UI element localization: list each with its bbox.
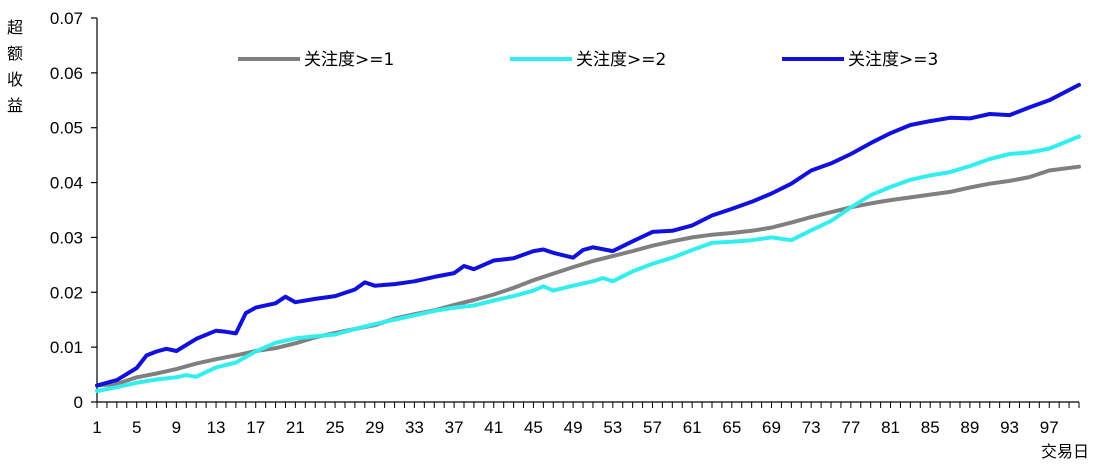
y-tick-label: 0.05 — [50, 119, 83, 138]
x-tick-label: 81 — [881, 418, 900, 437]
x-tick-label: 49 — [564, 418, 583, 437]
x-tick-label: 5 — [132, 418, 141, 437]
x-tick-label: 17 — [246, 418, 265, 437]
axes — [91, 17, 1080, 408]
legend: 关注度>=1 关注度>=2 关注度>=3 — [238, 50, 938, 70]
x-tick-label: 41 — [484, 418, 503, 437]
y-tick-labels: 0 0.01 0.02 0.03 0.04 0.05 0.06 0.07 — [50, 9, 83, 412]
series-lines — [95, 82, 1081, 393]
y-tick-label: 0 — [74, 393, 83, 412]
x-tick-label: 53 — [603, 418, 622, 437]
x-tick-label: 97 — [1040, 418, 1059, 437]
y-axis-title: 超额收益 — [7, 18, 23, 115]
y-tick-label: 0.02 — [50, 283, 83, 302]
legend-label-2: 关注度>=2 — [576, 50, 666, 70]
legend-label-3: 关注度>=3 — [848, 50, 938, 70]
y-tick-label: 0.01 — [50, 338, 83, 357]
y-axis-title-char: 额 — [7, 44, 23, 63]
x-tick-label: 61 — [683, 418, 702, 437]
y-axis-title-char: 收 — [7, 70, 23, 89]
x-tick-label: 33 — [405, 418, 424, 437]
x-axis-title: 交易日 — [1041, 442, 1089, 461]
x-tick-label: 77 — [841, 418, 860, 437]
x-tick-label: 89 — [960, 418, 979, 437]
y-tick-label: 0.07 — [50, 9, 83, 28]
series-line-1 — [95, 164, 1081, 388]
x-tick-label: 65 — [722, 418, 741, 437]
x-tick-label: 73 — [802, 418, 821, 437]
x-tick-label: 93 — [1000, 418, 1019, 437]
x-tick-label: 37 — [445, 418, 464, 437]
x-tick-label: 45 — [524, 418, 543, 437]
x-tick-labels: 1 5 9 13 17 21 25 29 33 37 41 45 49 53 57 61 65 69 73 77 81 8… — [92, 418, 1058, 437]
y-axis-title-char: 超 — [7, 18, 23, 37]
y-tick-label: 0.03 — [50, 228, 83, 247]
x-tick-label: 13 — [207, 418, 226, 437]
y-tick-label: 0.06 — [50, 64, 83, 83]
y-axis-title-char: 益 — [7, 96, 23, 115]
legend-label-1: 关注度>=1 — [304, 50, 394, 70]
x-tick-label: 21 — [286, 418, 305, 437]
x-tick-label: 57 — [643, 418, 662, 437]
x-tick-label: 29 — [365, 418, 384, 437]
x-tick-label: 69 — [762, 418, 781, 437]
series-line-3 — [95, 82, 1081, 388]
x-tick-label: 9 — [172, 418, 181, 437]
series-line-2 — [95, 134, 1081, 393]
y-tick-label: 0.04 — [50, 174, 83, 193]
x-tick-label: 25 — [326, 418, 345, 437]
x-tick-label: 85 — [921, 418, 940, 437]
x-tick-label: 1 — [92, 418, 101, 437]
